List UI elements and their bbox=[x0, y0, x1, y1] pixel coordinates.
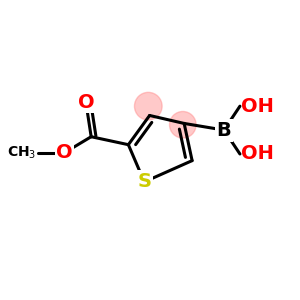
Circle shape bbox=[169, 112, 196, 138]
Text: S: S bbox=[137, 172, 151, 191]
Text: O: O bbox=[77, 93, 94, 112]
Circle shape bbox=[134, 92, 162, 120]
Text: OH: OH bbox=[241, 97, 274, 116]
Text: CH$_3$: CH$_3$ bbox=[8, 145, 37, 161]
Text: O: O bbox=[56, 143, 73, 162]
Text: B: B bbox=[217, 121, 231, 140]
Text: OH: OH bbox=[241, 145, 274, 164]
